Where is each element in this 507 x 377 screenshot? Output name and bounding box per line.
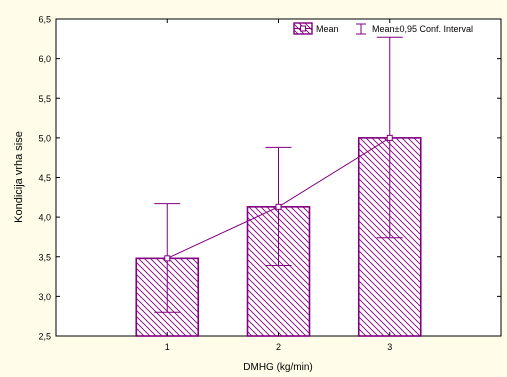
y-tick-label: 6,0 bbox=[38, 54, 51, 64]
y-tick-label: 4,5 bbox=[38, 173, 51, 183]
x-tick-label: 2 bbox=[276, 342, 281, 352]
x-axis: 1 2 3 bbox=[165, 19, 392, 352]
mean-point-3 bbox=[386, 134, 393, 141]
y-axis: 2,5 3,0 3,5 4,0 4,5 5,0 5,5 6,0 6,5 bbox=[38, 15, 501, 342]
y-tick-label: 3,0 bbox=[38, 292, 51, 302]
y-axis-label: Kondicija vrha sise bbox=[13, 131, 25, 223]
mean-line-layer bbox=[164, 134, 393, 262]
x-tick-label: 1 bbox=[165, 342, 170, 352]
mean-point-1 bbox=[164, 255, 171, 262]
legend-ci-symbol bbox=[356, 23, 366, 35]
x-axis-label: DMHG (kg/min) bbox=[243, 362, 312, 373]
x-tick-label: 3 bbox=[387, 342, 392, 352]
y-tick-label: 2,5 bbox=[38, 332, 51, 342]
y-tick-label: 3,5 bbox=[38, 252, 51, 262]
y-tick-label: 5,5 bbox=[38, 94, 51, 104]
legend-ci-label: Mean±0,95 Conf. Interval bbox=[372, 24, 473, 34]
error-bars-layer bbox=[154, 36, 403, 313]
y-tick-label: 4,0 bbox=[38, 213, 51, 223]
mean-point-2 bbox=[275, 203, 282, 210]
y-tick-label: 6,5 bbox=[38, 15, 51, 25]
y-tick-label: 5,0 bbox=[38, 133, 51, 143]
legend: Mean Mean±0,95 Conf. Interval bbox=[293, 22, 473, 35]
legend-mean-label: Mean bbox=[316, 24, 339, 34]
